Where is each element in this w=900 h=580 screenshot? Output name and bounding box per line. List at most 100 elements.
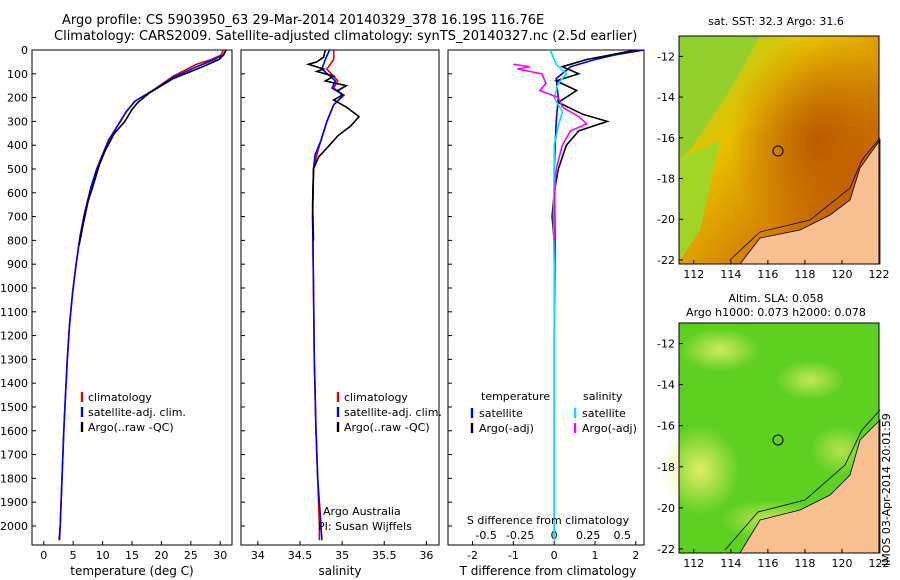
depth-tick-label: 1800 [0,472,28,485]
series-line-s-argo-adj- [513,63,589,241]
x-tick-label: 35 [335,549,349,562]
x-top-tick-label: -0.25 [506,529,534,542]
depth-tick-label: 500 [7,163,28,176]
map-lat-label: -22 [657,254,675,267]
depth-tick-label: 1600 [0,425,28,438]
depth-tick-label: 800 [7,234,28,247]
depth-tick-label: 700 [7,211,28,224]
series-line-argo-raw-qc- [305,49,361,241]
legend-title-salinity: salinity [583,390,623,403]
salinity-axes [240,49,440,546]
x-tick-label: 0 [551,549,558,562]
depth-tick-label: 200 [7,92,28,105]
depth-tick-label: 1500 [0,401,28,414]
map-lat-label: -20 [657,502,675,515]
x-tick-label: 5 [70,549,77,562]
depth-tick-label: 0 [21,44,28,57]
float-position-marker [772,145,784,157]
map-lon-label: 112 [683,557,704,570]
map-lat-label: -22 [657,543,675,556]
x-top-tick-label: 0.5 [613,529,631,542]
map-lat-label: -14 [657,379,675,392]
map-lon-label: 114 [720,557,741,570]
map-lat-label: -16 [657,420,675,433]
depth-contour [724,409,881,551]
map-lon-label: 118 [794,268,815,281]
depth-tick-label: 1900 [0,496,28,509]
salinity-xlabel: salinity [318,564,361,578]
imos-timestamp: IMOS 03-Apr-2014 20:01:59 [880,413,893,566]
x-tick-label: 25 [184,549,198,562]
map-lat-label: -12 [657,50,675,63]
sla-map-title-line2: Argo h1000: 0.073 h2000: 0.078 [686,306,866,319]
sla-map-panel: -12 -14 -16 -18 -20 -22 112 114 116 118 120 122 Alt… [657,292,889,570]
difference-axes [447,49,645,546]
legend-label: Argo(-adj) [479,422,534,435]
map-lon-label: 120 [831,557,852,570]
legend-label: Argo(..raw -QC) [88,421,174,434]
legend-label: Argo(-adj) [582,422,637,435]
x-tick-label: 36 [419,549,433,562]
depth-tick-label: 1200 [0,330,28,343]
map-lat-label: -18 [657,461,675,474]
x-tick-label: 34 [251,549,265,562]
map-lon-label: 118 [794,557,815,570]
x-top-tick-label: 0.25 [576,529,601,542]
map-lat-label: -12 [657,338,675,351]
sla-map-title-line1: Altim. SLA: 0.058 [728,292,823,305]
x-tick-label: 34.5 [288,549,313,562]
x-tick-label: 10 [96,549,110,562]
legend-label: satellite [582,407,626,420]
depth-tick-label: 2000 [0,520,28,533]
credit-line2: PI: Susan Wijffels [318,520,412,533]
depth-tick-label: 400 [7,139,28,152]
map-lon-label: 122 [869,557,890,570]
map-lon-label: 112 [683,268,704,281]
depth-tick-label: 100 [7,68,28,81]
float-position-marker [772,434,784,446]
x-tick-label: 35.5 [372,549,397,562]
map-lon-label: 120 [831,268,852,281]
legend-label: satellite-adj. clim. [344,406,442,419]
legend-label: climatology [344,391,408,404]
map-lon-label: 116 [757,557,778,570]
x-tick-label: 1 [592,549,599,562]
difference-panel: -2 -1 0 1 2 -0.5 -0.25 0 0.25 0.5 temperature sal… [447,49,645,578]
series-line-satellite-adj-clim- [58,49,227,541]
legend-label: satellite-adj. clim. [88,406,186,419]
depth-tick-label: 900 [7,258,28,271]
legend-label: satellite [479,407,523,420]
x-tick-label: 20 [154,549,168,562]
map-lat-label: -16 [657,132,675,145]
legend-title-temperature: temperature [481,390,550,403]
x-tick-label: 30 [213,549,227,562]
depth-contour [729,137,881,261]
depth-tick-label: 1000 [0,282,28,295]
x-tick-label: 0 [40,549,47,562]
x-tick-label: 15 [125,549,139,562]
salinity-panel: 34 34.5 35 35.5 36 climatology satellite-adj.… [240,49,442,578]
land-mass [739,138,881,265]
depth-tick-label: 1700 [0,449,28,462]
temperature-panel: 0100200300400500600700800900100011001200… [0,44,233,578]
depth-tick-label: 1300 [0,353,28,366]
depth-tick-label: 1100 [0,306,28,319]
map-lon-label: 114 [720,268,741,281]
figure-title-line1: Argo profile: CS 5903950_63 29-Mar-2014 … [62,13,545,28]
credit-line1: Argo Australia [323,505,401,518]
difference-top-label: S difference from climatology [467,514,630,527]
sst-map-title: sat. SST: 32.3 Argo: 31.6 [708,15,844,28]
figure-title-line2: Climatology: CARS2009. Satellite-adjuste… [54,29,638,44]
map-lat-label: -18 [657,173,675,186]
difference-xlabel: T difference from climatology [459,564,637,578]
legend-label: Argo(..raw -QC) [344,421,430,434]
series-line-satellite-adj-clim- [311,49,346,541]
map-lon-label: 116 [757,268,778,281]
land-mass [739,419,881,554]
depth-tick-label: 1400 [0,377,28,390]
series-line-argo-raw-qc- [78,49,227,246]
sst-map-panel: -12 -14 -16 -18 -20 -22 112 114 116 118 120 122 sat… [657,15,889,281]
x-tick-label: -1 [508,549,519,562]
map-lat-label: -14 [657,91,675,104]
depth-tick-label: 300 [7,115,28,128]
